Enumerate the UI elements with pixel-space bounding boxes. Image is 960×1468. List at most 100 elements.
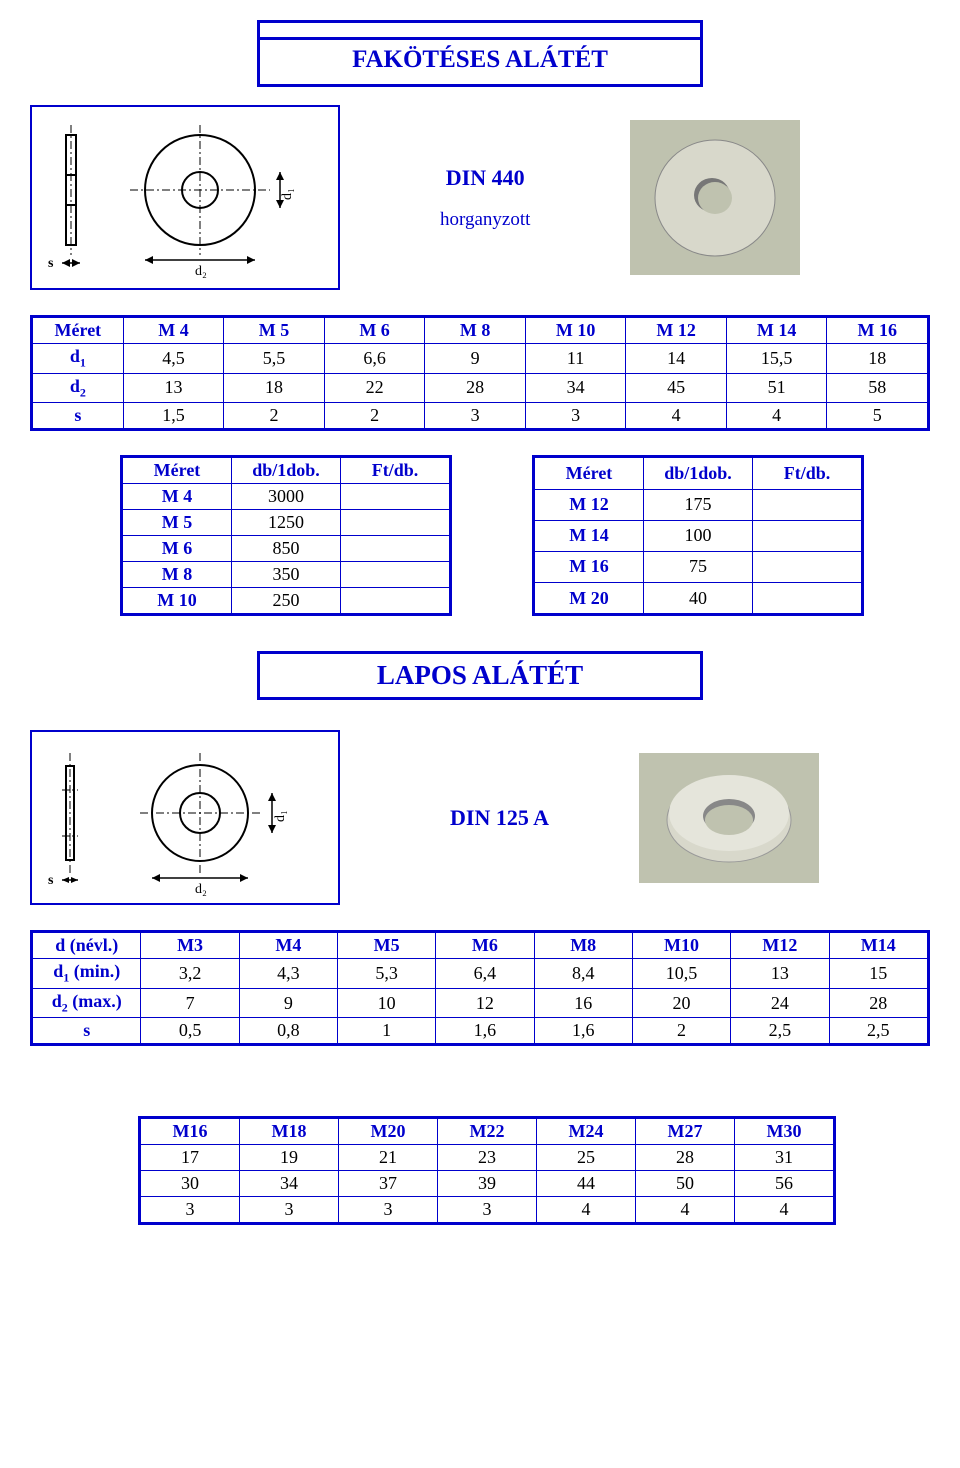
pack-size: M 6: [122, 536, 232, 562]
pack-size: M 14: [534, 520, 644, 551]
pack-ft: [341, 588, 451, 615]
photo-1: [630, 120, 800, 275]
dims-cell: 19: [240, 1145, 339, 1171]
dims-cell: 24: [731, 988, 829, 1018]
dims-table-2b-wrap: M16M18M20M22M24M27M301719212325283130343…: [30, 1116, 930, 1225]
dims-cell: 9: [425, 344, 526, 374]
title-box-2: LAPOS ALÁTÉT: [257, 651, 703, 700]
diagram-2: d₁ d₂ s: [30, 730, 340, 905]
dims-cell: 22: [324, 373, 425, 403]
dims-cell: 0,5: [141, 1018, 239, 1045]
standard-1: DIN 440: [440, 165, 530, 191]
standard-block-1: DIN 440 horganyzott: [440, 165, 530, 231]
dims-cell: 9: [239, 988, 337, 1018]
dims-cell: 15,5: [726, 344, 827, 374]
dims-cell: 4: [726, 403, 827, 430]
dims-cell: 44: [537, 1171, 636, 1197]
dims-table-2b: M16M18M20M22M24M27M301719212325283130343…: [138, 1116, 836, 1225]
dims-header: M4: [239, 932, 337, 959]
dims-cell: 3: [425, 403, 526, 430]
pack-header: db/1dob.: [232, 457, 341, 484]
dims-cell: 0,8: [239, 1018, 337, 1045]
dims-cell: 34: [525, 373, 626, 403]
dims-cell: 20: [632, 988, 730, 1018]
dims-header: M10: [632, 932, 730, 959]
dims-header: M 4: [123, 317, 224, 344]
svg-text:s: s: [48, 873, 54, 888]
dims-header: M 14: [726, 317, 827, 344]
dims-cell: 13: [731, 959, 829, 989]
dims-cell: 4: [626, 403, 727, 430]
dims-cell: 7: [141, 988, 239, 1018]
pack-db: 250: [232, 588, 341, 615]
dims-cell: 5: [827, 403, 929, 430]
dims-cell: 39: [438, 1171, 537, 1197]
pack-size: M 16: [534, 551, 644, 582]
dims-cell: 14: [626, 344, 727, 374]
title-top-bar: [260, 27, 700, 40]
svg-text:s: s: [48, 256, 54, 271]
dims-cell: 5,3: [337, 959, 435, 989]
dims-cell: 4: [636, 1197, 735, 1224]
dims-cell: 6,6: [324, 344, 425, 374]
dims-header: M 12: [626, 317, 727, 344]
pack-ft: [753, 551, 863, 582]
pack-db: 850: [232, 536, 341, 562]
pack-header: Ft/db.: [753, 457, 863, 489]
dims-cell: 1,6: [534, 1018, 632, 1045]
standard-block-2: DIN 125 A: [450, 805, 549, 831]
dims-cell: 3: [140, 1197, 240, 1224]
dims-header: M22: [438, 1118, 537, 1145]
dims-table-1: MéretM 4M 5M 6M 8M 10M 12M 14M 16d14,55,…: [30, 315, 930, 431]
dims-cell: 3: [240, 1197, 339, 1224]
dims-header: M27: [636, 1118, 735, 1145]
dims-cell: 56: [735, 1171, 835, 1197]
pack-ft: [341, 536, 451, 562]
dims-cell: 2,5: [829, 1018, 928, 1045]
dims-cell: 4,5: [123, 344, 224, 374]
dims-header: d (névl.): [32, 932, 141, 959]
pack-db: 40: [644, 582, 753, 614]
washer-diagram-1-svg: d₁ d₂ s: [40, 115, 330, 280]
dims-header: M14: [829, 932, 928, 959]
pack-header: db/1dob.: [644, 457, 753, 489]
dims-header: M18: [240, 1118, 339, 1145]
dims-cell: 30: [140, 1171, 240, 1197]
dims-cell: 28: [636, 1145, 735, 1171]
dims-rowlabel: s: [32, 403, 124, 430]
dims-cell: 13: [123, 373, 224, 403]
svg-text:d₁: d₁: [280, 188, 295, 200]
pack-size: M 8: [122, 562, 232, 588]
title-2: LAPOS ALÁTÉT: [260, 658, 700, 695]
pack-db: 75: [644, 551, 753, 582]
title-1: FAKÖTÉSES ALÁTÉT: [260, 44, 700, 78]
dims-header: M 16: [827, 317, 929, 344]
dims-rowlabel: s: [32, 1018, 141, 1045]
pack-ft: [753, 489, 863, 520]
dims-cell: 17: [140, 1145, 240, 1171]
pack-size: M 10: [122, 588, 232, 615]
dims-cell: 4,3: [239, 959, 337, 989]
washer-photo-2-svg: [644, 758, 814, 878]
finish-1: horganyzott: [440, 209, 530, 231]
dims-cell: 2: [632, 1018, 730, 1045]
dims-rowlabel: d2: [32, 373, 124, 403]
svg-text:d₁: d₁: [273, 810, 288, 822]
dims-cell: 21: [339, 1145, 438, 1171]
dims-header: M 10: [525, 317, 626, 344]
pack-size: M 20: [534, 582, 644, 614]
dims-cell: 12: [436, 988, 534, 1018]
dims-header: M3: [141, 932, 239, 959]
pack-ft: [753, 582, 863, 614]
dims-cell: 3: [525, 403, 626, 430]
dims-cell: 15: [829, 959, 928, 989]
dims-header: M20: [339, 1118, 438, 1145]
dims-cell: 37: [339, 1171, 438, 1197]
dims-cell: 6,4: [436, 959, 534, 989]
dims-header: M 8: [425, 317, 526, 344]
dims-header: M6: [436, 932, 534, 959]
photo-2: [639, 753, 819, 883]
dims-header: M30: [735, 1118, 835, 1145]
dims-cell: 5,5: [224, 344, 325, 374]
dims-cell: 50: [636, 1171, 735, 1197]
